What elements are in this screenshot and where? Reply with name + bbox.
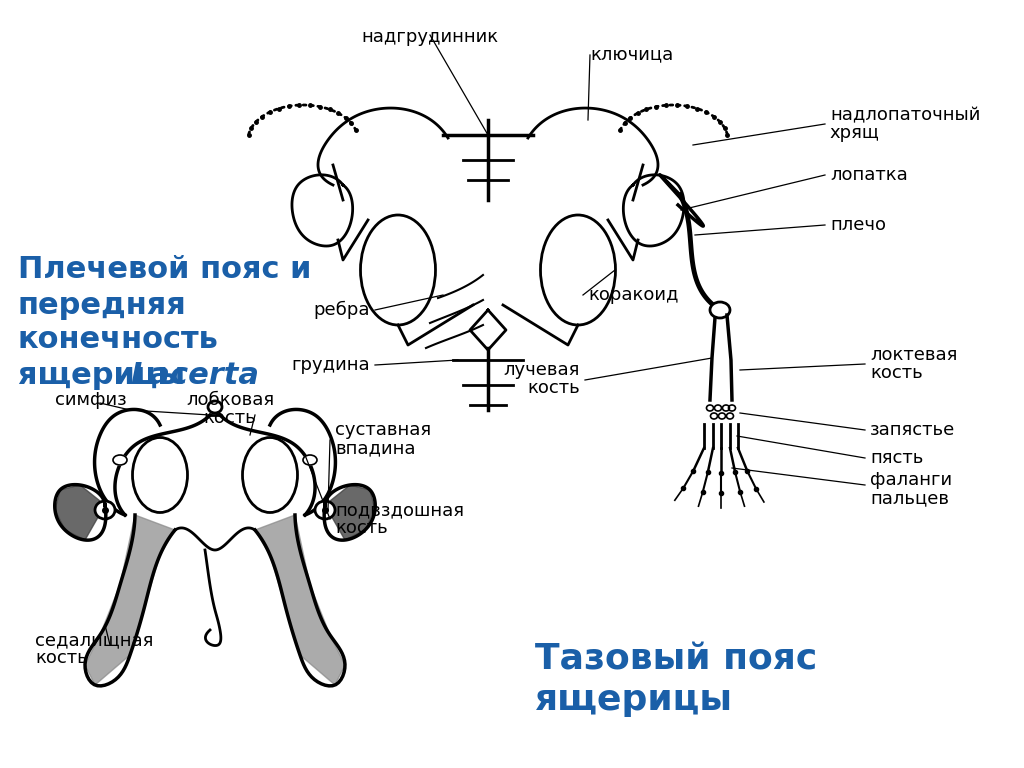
Text: ключица: ключица [590,45,673,63]
Text: кость: кость [527,379,580,397]
Polygon shape [325,485,375,540]
Ellipse shape [315,501,335,519]
Text: хрящ: хрящ [830,124,880,142]
Text: ящерицы: ящерицы [18,360,196,389]
Polygon shape [85,515,175,685]
Text: симфиз: симфиз [55,391,127,409]
Text: пясть: пясть [870,449,924,467]
Text: пальцев: пальцев [870,489,949,507]
Text: Плечевой пояс и: Плечевой пояс и [18,256,311,284]
Text: кость: кость [870,364,923,382]
Ellipse shape [243,438,298,512]
Text: грудина: грудина [292,356,370,374]
Ellipse shape [208,401,222,413]
Ellipse shape [113,455,127,465]
Text: плечо: плечо [830,216,886,234]
Ellipse shape [303,455,317,465]
Text: кость: кость [335,519,388,537]
Text: передняя: передняя [18,290,186,319]
Text: впадина: впадина [335,439,416,457]
Polygon shape [470,310,506,350]
Ellipse shape [95,501,115,519]
Text: лобковая: лобковая [186,391,274,409]
Text: кость: кость [204,409,256,427]
Ellipse shape [710,302,730,318]
Text: коракоид: коракоид [588,286,679,304]
Text: кость: кость [35,649,88,667]
Ellipse shape [360,215,435,325]
Text: надлопаточный: надлопаточный [830,106,980,124]
Text: ребра: ребра [313,301,370,319]
Text: запястье: запястье [870,421,955,439]
Ellipse shape [132,438,187,512]
Text: Тазовый пояс: Тазовый пояс [535,643,817,677]
Text: лопатка: лопатка [830,166,907,184]
Text: надгрудинник: надгрудинник [361,28,499,46]
Text: седалищная: седалищная [35,631,154,649]
Text: локтевая: локтевая [870,346,957,364]
Text: Lacerta: Lacerta [130,360,259,389]
Text: ящерицы: ящерицы [535,683,733,717]
Text: конечность: конечность [18,326,219,355]
Text: фаланги: фаланги [870,471,952,489]
Text: лучевая: лучевая [504,361,580,379]
Polygon shape [255,515,345,685]
Text: суставная: суставная [335,421,431,439]
Ellipse shape [541,215,615,325]
Text: подвздошная: подвздошная [335,501,464,519]
Polygon shape [55,485,105,540]
